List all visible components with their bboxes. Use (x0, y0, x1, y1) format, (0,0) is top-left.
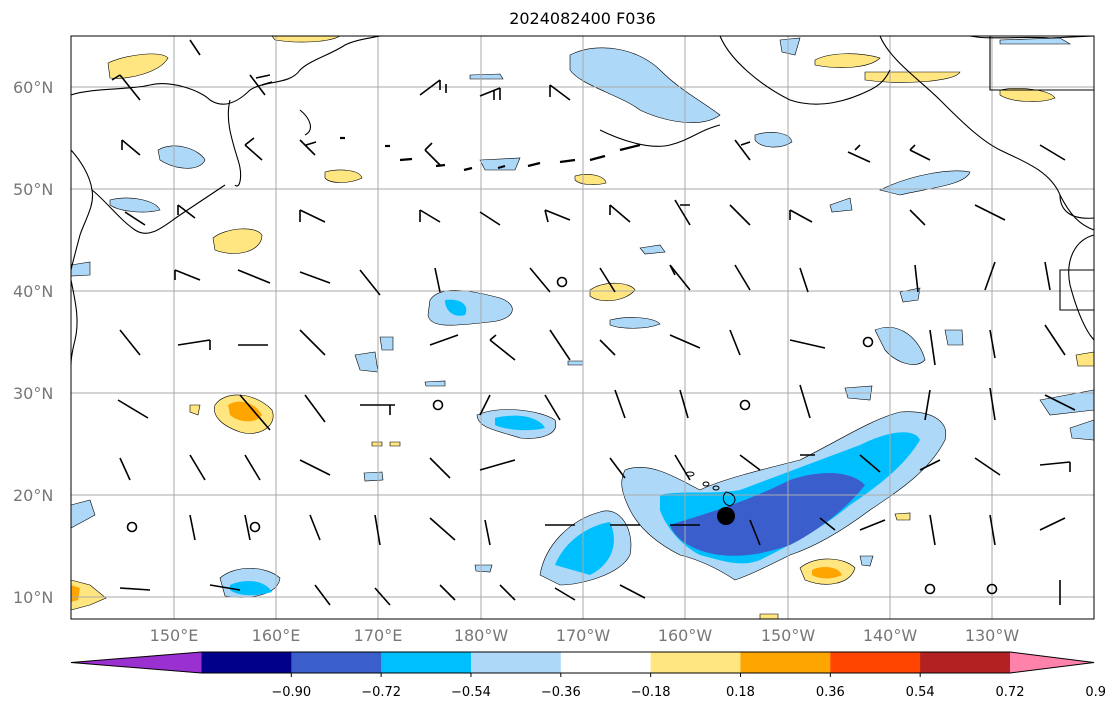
lon-label-140w: 140°W (862, 626, 918, 645)
lon-label-130w: 130°W (964, 626, 1020, 645)
colorbar-label: −0.54 (451, 685, 491, 700)
lat-label-40n: 40°N (13, 282, 54, 301)
lon-label-160w: 160°W (657, 626, 713, 645)
gridlines (71, 36, 1094, 619)
colorbar-label: 0.54 (905, 685, 935, 700)
colorbar-label: 0.36 (815, 685, 845, 700)
colorbar-segment (291, 652, 382, 673)
colorbar-label: 0.72 (995, 685, 1025, 700)
colorbar-label: 0.18 (725, 685, 755, 700)
colorbar-label: 0.90 (1085, 685, 1105, 700)
lat-label-30n: 30°N (13, 384, 54, 403)
colorbar-segment (71, 652, 202, 673)
lon-label-170e: 170°E (353, 626, 403, 645)
lat-label-10n: 10°N (13, 588, 54, 607)
colorbar-label: −0.36 (540, 685, 581, 700)
lon-label-180w: 180°W (453, 626, 509, 645)
lon-label-150w: 150°W (760, 626, 816, 645)
colorbar-label: −0.18 (630, 685, 671, 700)
colorbar-label: −0.72 (361, 685, 402, 700)
plot-frame (70, 35, 1095, 620)
storm-center-marker (717, 507, 735, 525)
lon-label-150e: 150°E (149, 626, 199, 645)
colorbar-ticks (290, 673, 921, 677)
colorbar-segment (201, 652, 292, 673)
colorbar (70, 651, 1095, 674)
colorbar-segment (1010, 652, 1094, 673)
colorbar-outline (70, 651, 1095, 674)
calm-circles (126, 276, 998, 595)
wind-barbs (111, 39, 1076, 606)
colorbar-segment (650, 652, 741, 673)
hawaiian-islands (685, 471, 736, 507)
colorbar-segment (740, 652, 831, 673)
aleutian-islands (340, 136, 641, 172)
lon-label-170w: 170°W (555, 626, 611, 645)
map-title: 2024082400 F036 (509, 9, 656, 28)
lat-label-20n: 20°N (13, 486, 54, 505)
colorbar-segment (830, 652, 921, 673)
lon-label-160e: 160°E (251, 626, 301, 645)
negative-anomaly-shading (70, 37, 1095, 598)
colorbar-segment (470, 652, 562, 673)
colorbar-label: −0.90 (271, 685, 312, 700)
colorbar-segment (920, 652, 1011, 673)
colorbar-segment (381, 652, 472, 673)
lat-label-50n: 50°N (13, 180, 54, 199)
coastlines (70, 35, 1095, 366)
colorbar-segment (560, 652, 652, 673)
lat-label-60n: 60°N (13, 78, 54, 97)
